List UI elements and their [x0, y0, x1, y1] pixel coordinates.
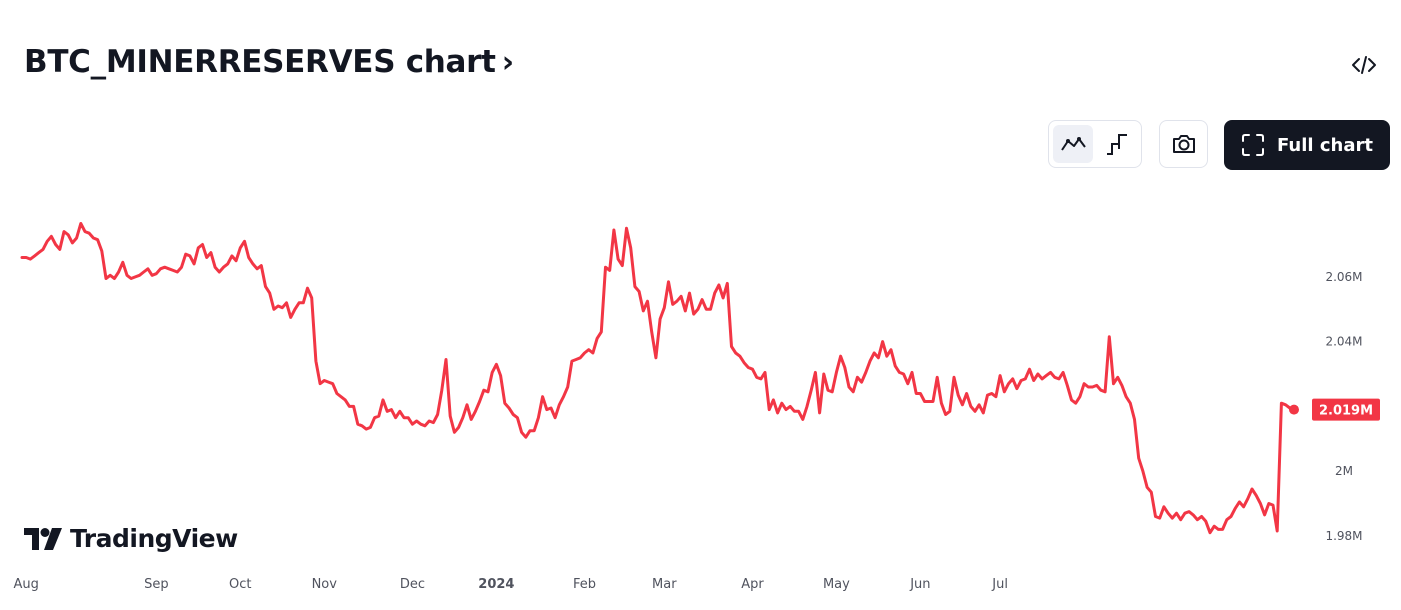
x-tick-label: Jul: [991, 577, 1008, 592]
full-chart-label: Full chart: [1277, 134, 1373, 156]
x-tick-label: May: [823, 577, 850, 592]
line-style-button[interactable]: [1053, 125, 1093, 163]
embed-code-button[interactable]: [1344, 48, 1384, 82]
series-line: [20, 222, 1296, 535]
code-embed-icon: [1352, 56, 1376, 74]
x-tick-label: Sep: [144, 577, 169, 592]
x-axis: Aug Sep Oct Nov Dec 2024 Feb Mar Apr May Jun Jul: [14, 577, 1008, 592]
x-tick-label: Nov: [312, 577, 338, 592]
x-tick-label: Feb: [573, 577, 596, 592]
full-chart-button[interactable]: Full chart: [1224, 120, 1390, 170]
snapshot-button[interactable]: [1159, 120, 1208, 168]
camera-icon: [1172, 135, 1195, 153]
step-line-chart-icon: [1107, 134, 1127, 155]
tradingview-logo-icon: [24, 527, 62, 550]
y-tick-label: 2M: [1335, 464, 1353, 478]
tradingview-wordmark: TradingView: [70, 524, 238, 553]
fullscreen-icon: [1242, 134, 1265, 156]
y-tick-label: 2.06M: [1325, 270, 1362, 284]
x-tick-label: Mar: [652, 577, 677, 592]
last-value-label: 2.019M: [1312, 398, 1380, 421]
step-style-button[interactable]: [1097, 125, 1137, 163]
last-value-marker: [1289, 404, 1299, 415]
x-tick-label: Apr: [741, 577, 764, 592]
last-value-text: 2.019M: [1319, 404, 1373, 419]
y-tick-label: 2.04M: [1325, 335, 1362, 349]
y-tick-label: 1.98M: [1325, 529, 1362, 543]
line-chart-icon: [1061, 137, 1086, 151]
chart-title-link[interactable]: BTC_MINERRESERVES chart ›: [24, 44, 514, 80]
x-tick-label: Aug: [14, 577, 39, 592]
x-tick-label: 2024: [478, 577, 514, 592]
chart-title: BTC_MINERRESERVES chart: [24, 44, 496, 80]
tradingview-logo[interactable]: TradingView: [24, 524, 238, 553]
chart-style-toggle: [1048, 120, 1142, 168]
chevron-right-icon: ›: [501, 44, 514, 80]
x-tick-label: Jun: [909, 577, 930, 592]
x-tick-label: Dec: [400, 577, 425, 592]
x-tick-label: Oct: [229, 577, 251, 592]
